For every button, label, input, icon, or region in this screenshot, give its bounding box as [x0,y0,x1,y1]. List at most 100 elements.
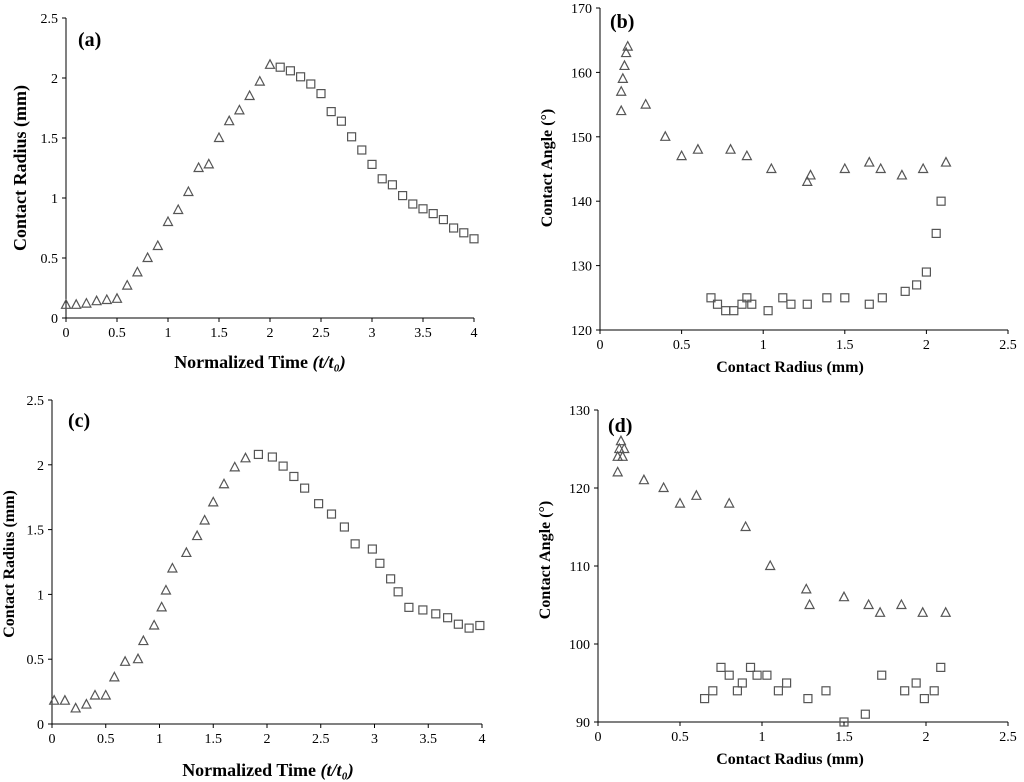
data-point-square [289,471,299,482]
data-point-triangle [801,175,813,186]
data-point-triangle [233,104,245,115]
data-point-triangle [191,529,203,541]
data-point-triangle [895,598,907,610]
data-point-square [803,693,813,704]
data-point-square [745,662,756,673]
x-tick-label: 2 [267,326,274,341]
data-point-square [347,132,357,142]
data-point-square [398,191,408,201]
y-tick-label: 130 [571,260,592,275]
data-point-square [708,686,718,696]
data-point-square [732,686,743,696]
panel-d: (d) Contact Angle (°) Contact Radius (mm… [537,404,1017,768]
x-tick-label: 0.5 [108,326,126,341]
data-point-triangle [156,601,168,612]
data-point-triangle [723,497,735,508]
data-point-square [408,199,418,209]
y-tick-label: 0.5 [27,653,45,668]
y-tick-label: 130 [569,404,590,419]
data-point-square [936,196,946,206]
data-point-triangle [207,496,219,507]
data-point-triangle [142,251,154,263]
data-point-square [762,670,772,680]
data-point-square [469,234,479,244]
panel-label-c: (c) [68,410,90,432]
y-tick-label: 120 [569,482,590,497]
x-tick-label: 0 [63,326,70,341]
data-point-square [737,678,747,688]
data-point-triangle [60,298,72,309]
data-point-triangle [180,546,192,558]
x-tick-label: 0.5 [673,338,691,353]
panel-label-d: (d) [608,415,632,437]
x-tick-label: 3.5 [414,326,432,341]
data-point-square [900,686,910,696]
y-tick-label: 160 [571,66,592,81]
y-tick-label: 90 [576,716,590,731]
data-point-square [367,159,377,169]
data-point-triangle [101,293,113,305]
x-tick-label: 0.5 [97,732,115,747]
y-tick-label: 1 [51,192,58,207]
data-point-triangle [692,143,704,154]
data-point-square [326,106,336,117]
x-tick-label: 3 [369,326,376,341]
y-tick-label: 2 [37,459,44,474]
data-point-square [840,293,850,303]
data-point-triangle [162,215,174,227]
data-point-triangle [121,279,133,290]
panel-label-b: (b) [610,11,634,33]
data-point-triangle [618,59,630,71]
data-point-square [860,709,870,719]
data-point-square [350,539,360,549]
data-point-triangle [725,143,737,154]
x-axis-label-a-prefix: Normalized Time [174,352,312,372]
data-point-square [449,223,459,233]
data-point-square [911,678,921,688]
data-point-triangle [805,169,817,180]
data-point-triangle [617,72,629,83]
panel-label-a: (a) [78,29,101,51]
data-point-triangle [213,131,225,143]
data-point-square [459,228,469,238]
data-point-triangle [240,452,251,463]
data-point-square [929,686,939,696]
data-point-square [418,204,428,214]
x-tick-label: 4 [471,326,478,341]
data-point-square [357,145,367,155]
data-point-triangle [182,185,194,197]
y-tick-label: 170 [571,2,592,17]
data-point-triangle [740,520,752,532]
data-point-square [464,623,474,633]
data-point-square [336,116,346,126]
x-tick-label: 1.5 [835,730,853,745]
y-tick-label: 140 [571,195,592,210]
data-point-square [404,602,414,612]
data-point-square [314,499,324,509]
x-tick-label: 0 [49,732,56,747]
data-point-square [724,670,734,680]
data-point-triangle [800,583,812,594]
data-point-triangle [80,297,92,308]
data-point-triangle [638,473,650,485]
data-point-square [438,215,448,225]
data-point-triangle [804,598,816,610]
data-point-triangle [218,477,230,489]
data-point-square [877,293,887,303]
data-point-triangle [659,130,671,141]
data-point-square [296,72,306,82]
data-point-triangle [839,162,851,174]
data-point-square [306,79,316,89]
data-point-square [931,228,941,238]
data-point-triangle [622,40,634,51]
data-point-triangle [690,489,702,500]
y-tick-label: 120 [571,324,592,339]
x-tick-label: 1 [156,732,163,747]
x-tick-label: 3.5 [420,732,438,747]
data-point-triangle [137,634,149,646]
x-tick-label: 2 [923,338,930,353]
data-point-triangle [111,292,123,303]
x-axis-label-d: Contact Radius (mm) [716,751,864,768]
y-tick-label: 1.5 [41,132,59,147]
